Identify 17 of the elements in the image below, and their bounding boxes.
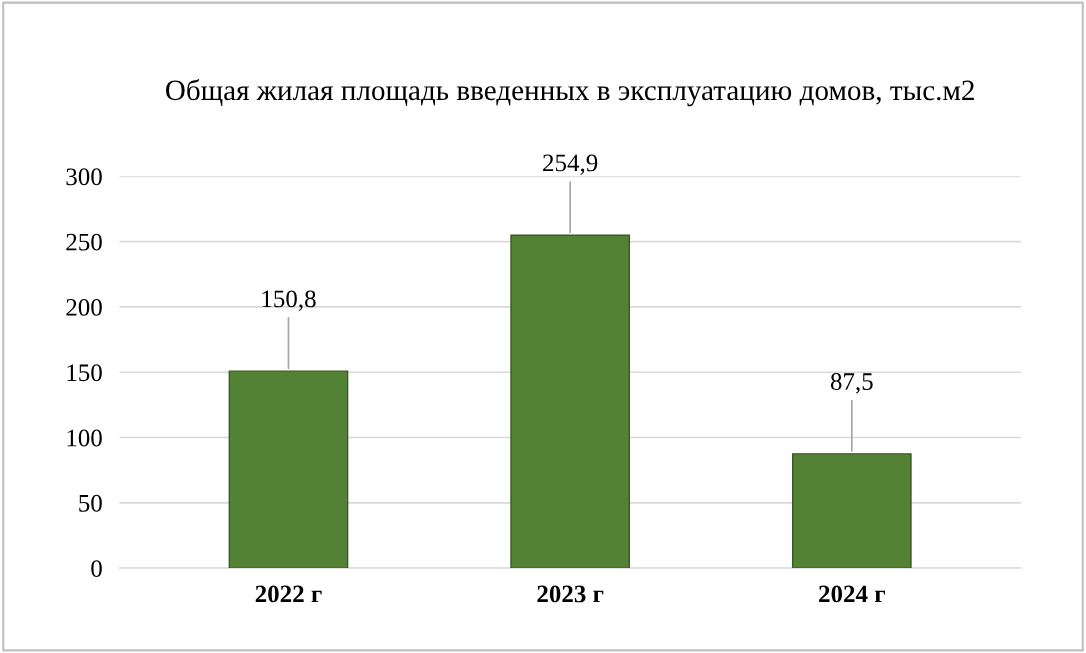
y-tick-label: 200 — [66, 298, 102, 316]
y-tick-label: 150 — [67, 364, 102, 382]
chart-title: Общая жилая площадь введенных в эксплуатацию домов, тыс.м2 — [166, 79, 974, 107]
x-tick-label: 2023 г — [537, 585, 604, 603]
y-tick-label: 100 — [67, 429, 102, 447]
bar — [791, 453, 912, 569]
y-tick-label: 0 — [91, 560, 102, 578]
y-tick-label: 300 — [66, 168, 102, 186]
bar — [510, 234, 630, 569]
x-tick-label: 2024 г — [819, 585, 885, 603]
data-label: 87,5 — [830, 373, 873, 394]
y-tick-label: 50 — [79, 494, 102, 512]
bar — [228, 370, 349, 569]
x-tick-label: 2022 г — [255, 585, 322, 603]
data-label: 254,9 — [543, 154, 598, 175]
data-label: 150,8 — [262, 290, 316, 311]
y-tick-label: 250 — [66, 233, 102, 251]
